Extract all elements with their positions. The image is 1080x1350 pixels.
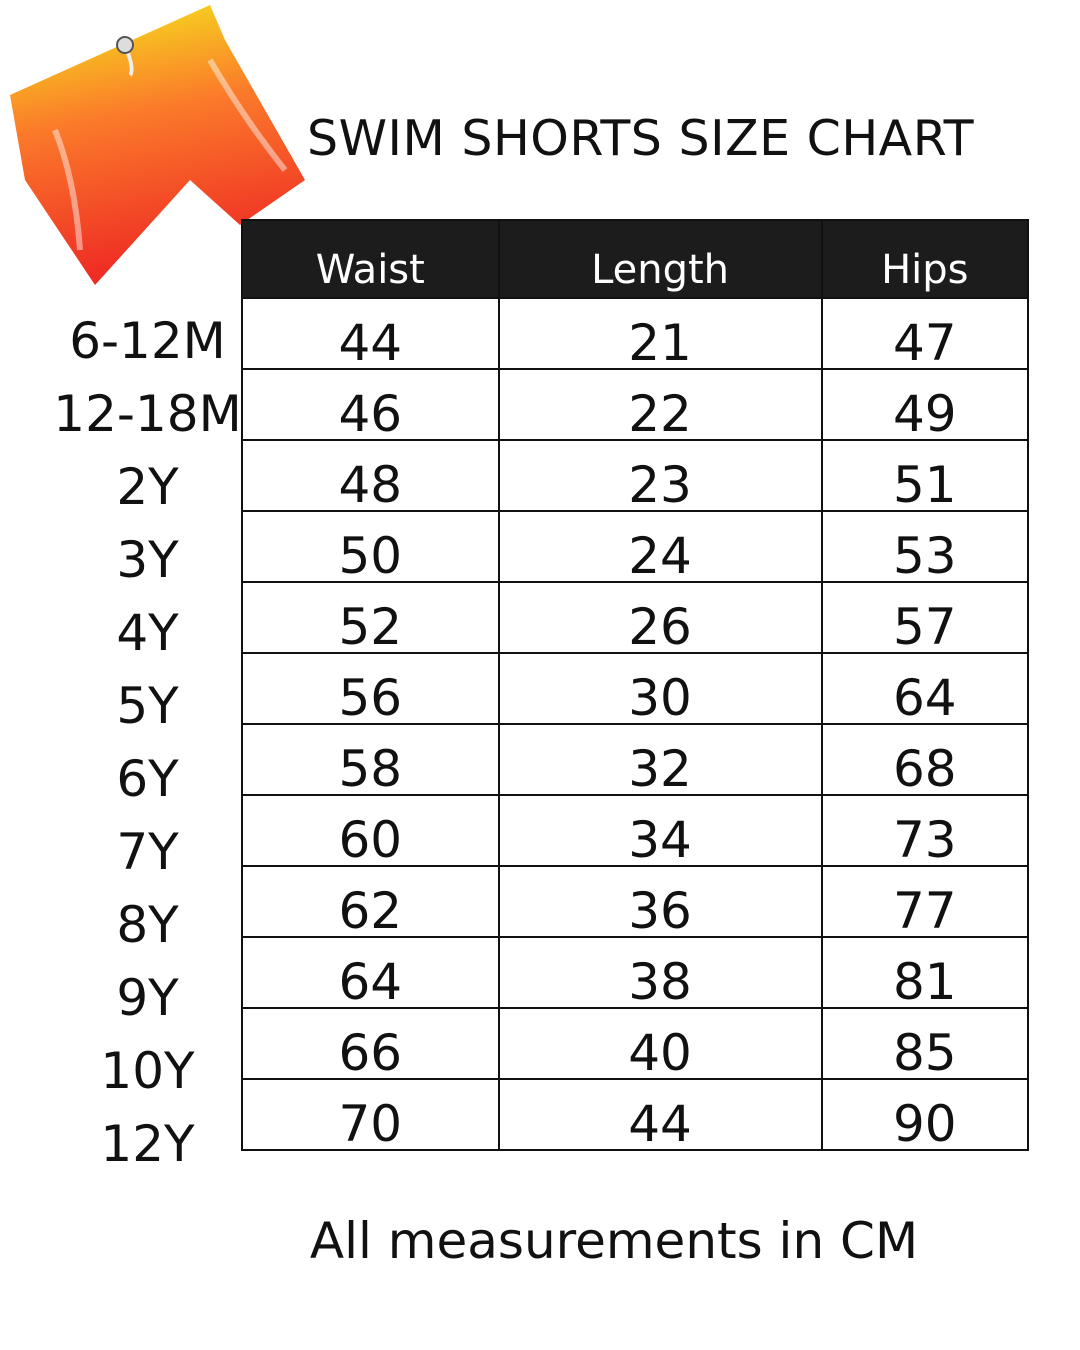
- cell-waist: 50: [241, 510, 500, 583]
- cell-length: 34: [497, 794, 823, 867]
- size-label: 7Y: [116, 823, 179, 881]
- cell-hips: 51: [820, 439, 1030, 512]
- page-title: SWIM SHORTS SIZE CHART: [307, 110, 975, 167]
- size-label: 2Y: [116, 458, 179, 516]
- cell-length: 23: [497, 439, 823, 512]
- measurement-note: All measurements in CM: [309, 1212, 919, 1270]
- cell-hips: 47: [820, 297, 1030, 370]
- table-row: 60 34 73: [241, 794, 1030, 867]
- cell-waist: 58: [241, 723, 500, 796]
- table-row: 66 40 85: [241, 1007, 1030, 1080]
- cell-hips: 73: [820, 794, 1030, 867]
- size-label: 5Y: [116, 677, 179, 735]
- size-label: 3Y: [116, 531, 179, 589]
- size-label: 4Y: [116, 604, 179, 662]
- cell-hips: 85: [820, 1007, 1030, 1080]
- size-label: 9Y: [116, 969, 179, 1027]
- cell-length: 38: [497, 936, 823, 1009]
- cell-hips: 81: [820, 936, 1030, 1009]
- size-label: 12Y: [100, 1115, 195, 1173]
- cell-hips: 64: [820, 652, 1030, 725]
- table-row: 70 44 90: [241, 1078, 1030, 1151]
- size-label: 12-18M: [53, 385, 242, 443]
- size-label: 10Y: [100, 1042, 195, 1100]
- cell-waist: 44: [241, 297, 500, 370]
- cell-waist: 48: [241, 439, 500, 512]
- cell-hips: 53: [820, 510, 1030, 583]
- size-label: 6Y: [116, 750, 179, 808]
- cell-length: 32: [497, 723, 823, 796]
- cell-hips: 90: [820, 1078, 1030, 1151]
- cell-length: 21: [497, 297, 823, 370]
- swim-shorts-icon: [10, 5, 305, 285]
- table-row: 58 32 68: [241, 723, 1030, 796]
- table-row: 48 23 51: [241, 439, 1030, 512]
- header-waist: Waist: [241, 219, 500, 299]
- cell-length: 22: [497, 368, 823, 441]
- cell-waist: 62: [241, 865, 500, 938]
- cell-waist: 70: [241, 1078, 500, 1151]
- cell-hips: 68: [820, 723, 1030, 796]
- size-labels: 6-12M 12-18M 2Y 3Y 4Y 5Y 6Y 7Y 8Y 9Y 10Y 12Y: [50, 293, 245, 1173]
- table-row: 64 38 81: [241, 936, 1030, 1009]
- cell-waist: 66: [241, 1007, 500, 1080]
- table-row: 56 30 64: [241, 652, 1030, 725]
- size-label: 6-12M: [69, 312, 226, 370]
- table-row: 62 36 77: [241, 865, 1030, 938]
- cell-hips: 77: [820, 865, 1030, 938]
- cell-hips: 49: [820, 368, 1030, 441]
- table-row: 44 21 47: [241, 297, 1030, 370]
- table-row: 46 22 49: [241, 368, 1030, 441]
- cell-length: 26: [497, 581, 823, 654]
- table-row: 52 26 57: [241, 581, 1030, 654]
- cell-waist: 52: [241, 581, 500, 654]
- header-hips: Hips: [820, 219, 1030, 299]
- cell-waist: 64: [241, 936, 500, 1009]
- cell-waist: 46: [241, 368, 500, 441]
- cell-length: 30: [497, 652, 823, 725]
- cell-hips: 57: [820, 581, 1030, 654]
- cell-length: 44: [497, 1078, 823, 1151]
- header-length: Length: [497, 219, 823, 299]
- size-label: 8Y: [116, 896, 179, 954]
- cell-waist: 56: [241, 652, 500, 725]
- cell-length: 24: [497, 510, 823, 583]
- cell-length: 36: [497, 865, 823, 938]
- table-row: 50 24 53: [241, 510, 1030, 583]
- size-table: Waist Length Hips 44 21 47 46 22 49 48 23 51 50 24…: [241, 219, 1030, 1151]
- cell-length: 40: [497, 1007, 823, 1080]
- cell-waist: 60: [241, 794, 500, 867]
